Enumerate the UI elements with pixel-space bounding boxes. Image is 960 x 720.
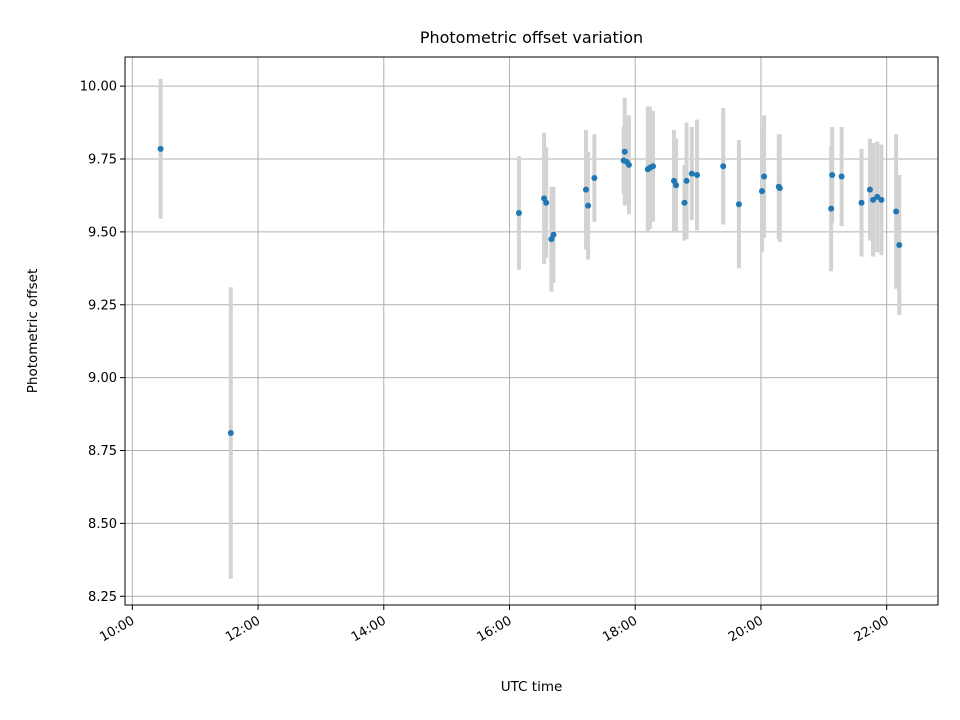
- data-point: [550, 231, 557, 238]
- data-point: [543, 199, 550, 206]
- data-point: [838, 173, 845, 180]
- grid: [125, 57, 938, 605]
- y-tick-label: 9.00: [88, 371, 117, 386]
- y-tick-label: 9.75: [88, 153, 117, 168]
- chart-title: Photometric offset variation: [420, 28, 643, 47]
- data-point: [829, 172, 836, 179]
- y-axis-label: Photometric offset: [25, 269, 41, 393]
- data-point: [896, 242, 903, 249]
- y-axis-ticks: 8.25 8.50 8.75 9.00 9.25 9.50 9.75 10.00: [80, 80, 125, 605]
- y-tick-label: 8.25: [88, 590, 117, 605]
- data-point: [720, 163, 727, 170]
- data-point: [858, 199, 865, 206]
- data-point: [688, 170, 695, 177]
- data-point: [694, 172, 701, 179]
- data-point: [681, 199, 688, 206]
- data-point: [591, 174, 598, 181]
- data-point: [866, 186, 873, 193]
- y-tick-label: 9.50: [88, 225, 117, 240]
- data-points: [157, 145, 903, 437]
- data-point: [761, 173, 768, 180]
- data-point: [515, 209, 522, 216]
- y-tick-label: 8.75: [88, 444, 117, 459]
- data-point: [683, 177, 690, 184]
- data-point: [874, 193, 881, 200]
- data-point: [621, 148, 628, 155]
- data-point: [227, 430, 234, 437]
- data-point: [585, 202, 592, 209]
- data-point: [828, 205, 835, 212]
- data-point: [870, 196, 877, 203]
- y-tick-label: 10.00: [80, 80, 117, 95]
- data-point: [673, 182, 680, 189]
- data-point: [878, 196, 885, 203]
- data-point: [893, 208, 900, 215]
- data-point: [625, 161, 632, 168]
- data-point: [735, 201, 742, 208]
- data-point: [758, 188, 765, 195]
- y-tick-label: 8.50: [88, 517, 117, 532]
- data-point: [157, 145, 164, 152]
- data-point: [776, 185, 783, 192]
- data-point: [650, 163, 657, 170]
- plot-area: [125, 57, 938, 605]
- y-tick-label: 9.25: [88, 298, 117, 313]
- x-axis-label: UTC time: [501, 679, 563, 695]
- plot-frame: [124, 56, 939, 606]
- data-point: [582, 186, 589, 193]
